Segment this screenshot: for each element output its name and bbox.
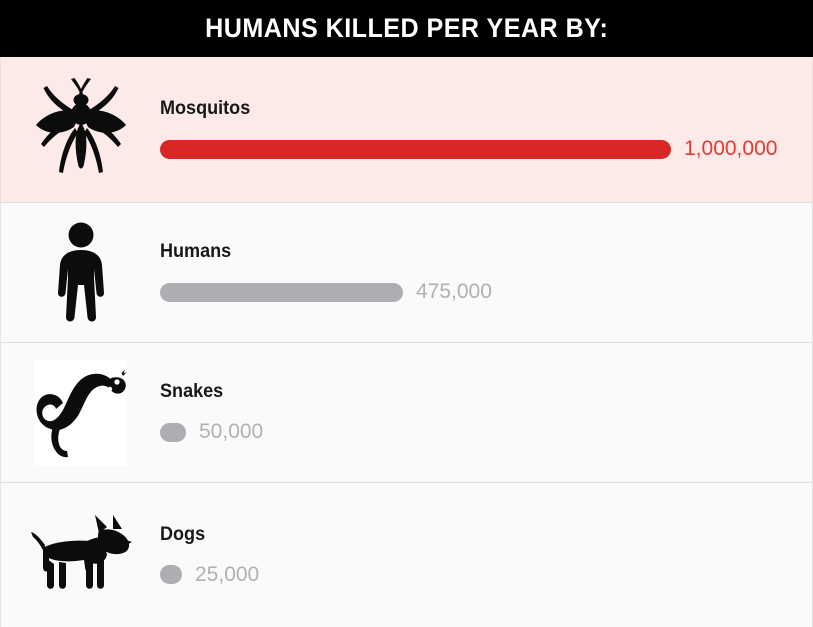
bar-line-snakes: 50,000 bbox=[160, 420, 800, 444]
chart-row-dogs: Dogs 25,000 bbox=[0, 482, 813, 627]
bar-line-dogs: 25,000 bbox=[160, 563, 800, 587]
chart-title-bar: HUMANS KILLED PER YEAR BY: bbox=[0, 0, 813, 57]
category-label-mosquitos: Mosquitos bbox=[160, 98, 251, 119]
chart-title: HUMANS KILLED PER YEAR BY: bbox=[204, 13, 609, 43]
category-label-humans: Humans bbox=[160, 241, 232, 262]
bar-value-humans: 475,000 bbox=[416, 280, 492, 303]
chart-row-humans: Humans 475,000 bbox=[0, 202, 813, 342]
snake-icon-cell bbox=[1, 343, 160, 482]
dog-icon-cell bbox=[1, 483, 160, 627]
bar-value-mosquitos: 1,000,000 bbox=[684, 137, 778, 160]
category-label-snakes: Snakes bbox=[160, 381, 224, 402]
mosquito-icon-cell bbox=[1, 57, 160, 202]
bar-mosquitos bbox=[160, 139, 671, 159]
snakes-content: Snakes 50,000 bbox=[160, 343, 812, 482]
dogs-content: Dogs 25,000 bbox=[160, 483, 812, 627]
bar-line-mosquitos: 1,000,000 bbox=[160, 137, 800, 161]
human-icon-cell bbox=[1, 203, 160, 342]
snake-icon-plate bbox=[34, 359, 127, 466]
humans-content: Humans 475,000 bbox=[160, 203, 812, 342]
bar-snakes bbox=[160, 422, 186, 442]
mosquitos-content: Mosquitos 1,000,000 bbox=[160, 57, 812, 202]
bar-value-dogs: 25,000 bbox=[195, 562, 260, 586]
human-icon bbox=[57, 222, 104, 321]
snake-icon bbox=[36, 369, 127, 457]
bar-chart-rows: Mosquitos 1,000,000 Humans bbox=[0, 57, 813, 627]
dog-icon bbox=[30, 515, 132, 589]
bar-value-snakes: 50,000 bbox=[199, 420, 264, 443]
bar-dogs bbox=[160, 565, 182, 584]
bar-humans bbox=[160, 282, 403, 302]
mosquito-icon bbox=[35, 77, 126, 173]
chart-row-snakes: Snakes 50,000 bbox=[0, 342, 813, 482]
chart-row-mosquitos: Mosquitos 1,000,000 bbox=[0, 57, 813, 202]
category-label-dogs: Dogs bbox=[160, 523, 206, 545]
bar-line-humans: 475,000 bbox=[160, 280, 800, 304]
